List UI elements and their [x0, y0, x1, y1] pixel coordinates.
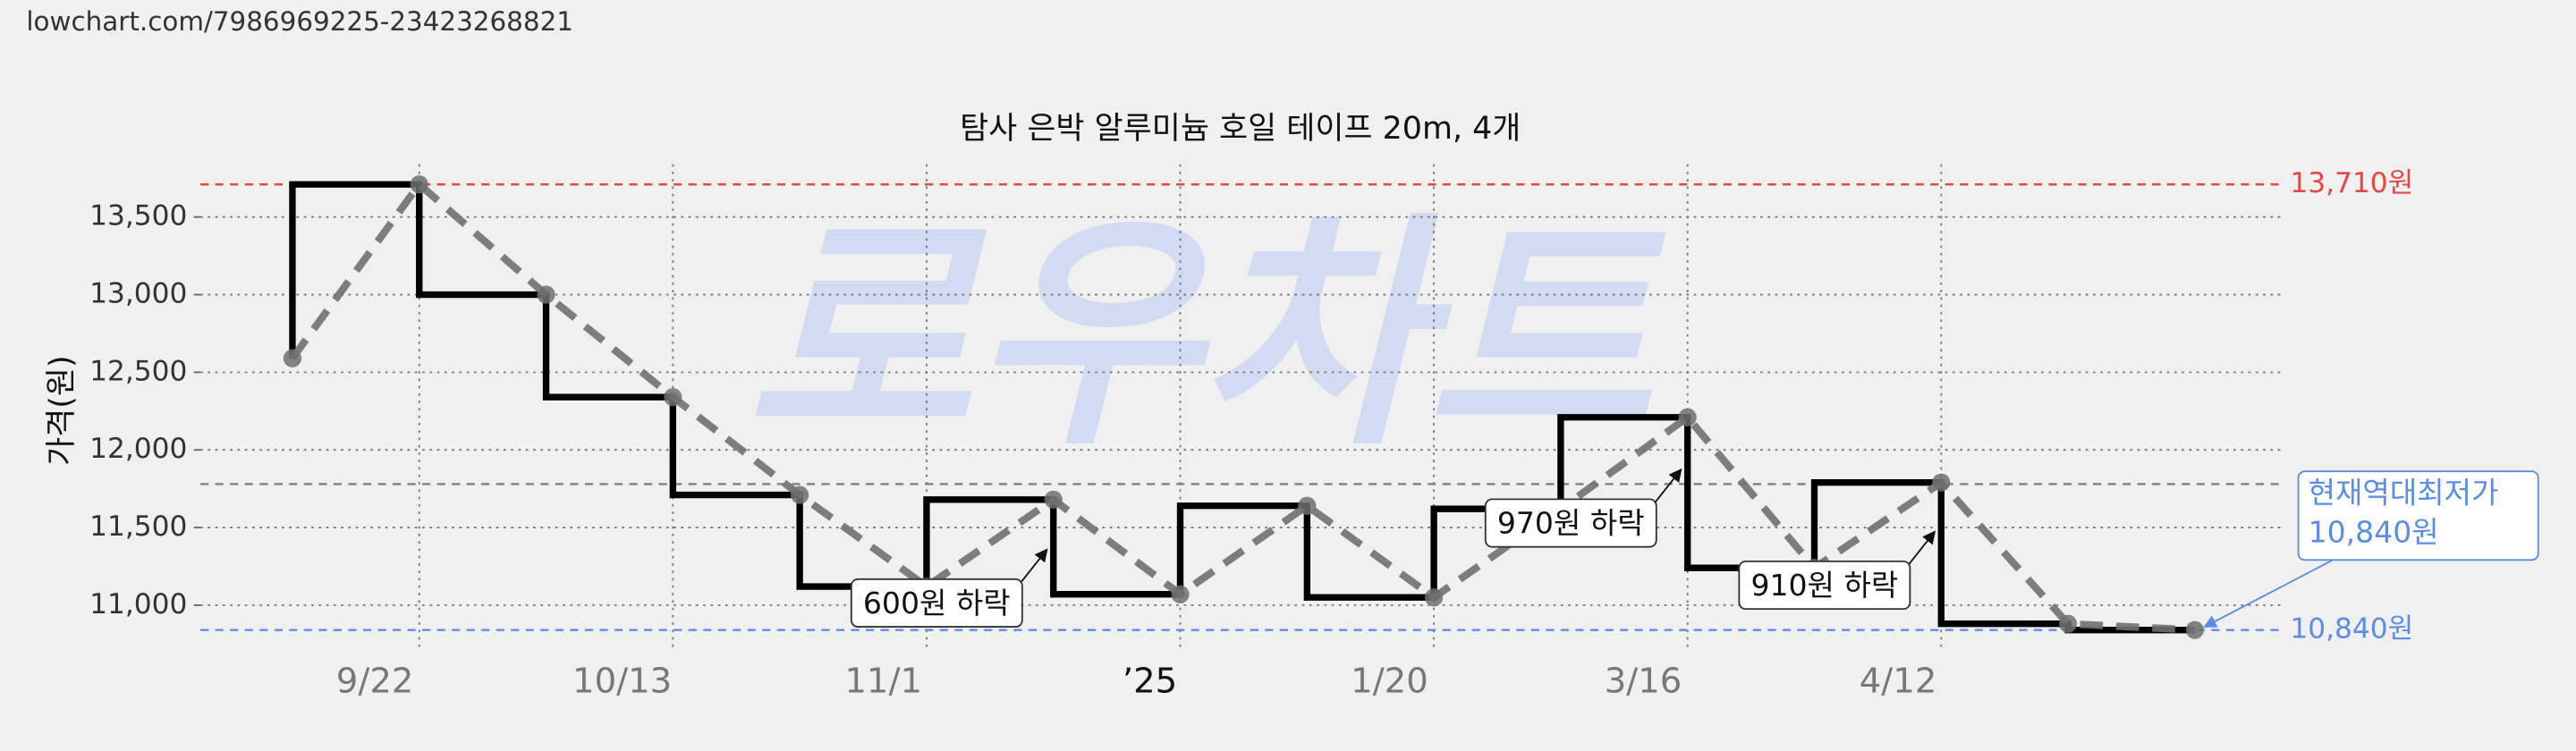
- watermark: 로우차트: [746, 191, 1669, 478]
- data-point: [1171, 585, 1190, 603]
- url: lowchart.com/7986969225-23423268821: [26, 6, 573, 37]
- data-point: [2058, 614, 2078, 633]
- y-tick-label: 11,500: [89, 511, 187, 543]
- annotation-box: [1484, 498, 1657, 548]
- callout-arrow: [2203, 559, 2334, 628]
- x-tick-label: 10/13: [572, 662, 672, 702]
- callout-text: 10,840원: [2309, 514, 2439, 549]
- y-tick-label: 12,500: [89, 355, 187, 387]
- data-point: [1044, 490, 1063, 509]
- x-tick-label: ’25: [1123, 662, 1177, 702]
- y-axis-label: 가격(원): [44, 355, 80, 465]
- callout-text: 현재역대최저가: [2309, 475, 2499, 510]
- chart-title: 탐사 은박 알루미늄 호일 테이프 20m, 4개: [960, 111, 1521, 147]
- callout-box: [2297, 470, 2539, 561]
- annotation-text: 600원 하락: [863, 586, 1011, 620]
- data-point: [410, 175, 428, 194]
- y-tick-label: 13,000: [89, 278, 187, 310]
- trend-line: [289, 179, 2196, 634]
- data-point: [1425, 588, 1444, 607]
- x-tick-label: 11/1: [844, 662, 922, 702]
- annotation-box: [850, 578, 1023, 629]
- y-tick-label: 11,000: [89, 588, 187, 620]
- reference-label: 13,710원: [2290, 167, 2413, 199]
- data-point: [283, 349, 302, 367]
- x-tick-label: 4/12: [1860, 662, 1937, 702]
- data-point: [664, 388, 682, 407]
- y-tick-label: 13,500: [89, 200, 187, 232]
- reference-label: 10,840원: [2290, 613, 2413, 646]
- data-point: [1932, 473, 1951, 492]
- x-tick-label: 1/20: [1351, 662, 1428, 702]
- x-tick-label: 9/22: [336, 662, 414, 702]
- annotation-text: 970원 하락: [1497, 505, 1645, 540]
- data-point: [537, 285, 555, 304]
- data-point: [1298, 496, 1317, 515]
- data-point: [1678, 408, 1697, 426]
- annotation-text: 910원 하락: [1750, 568, 1898, 603]
- data-point: [2185, 620, 2204, 639]
- step-line: [289, 181, 2195, 634]
- y-tick-label: 12,000: [89, 433, 187, 465]
- x-tick-label: 3/16: [1605, 662, 1682, 702]
- annotation-box: [1738, 560, 1911, 611]
- data-point: [791, 485, 809, 504]
